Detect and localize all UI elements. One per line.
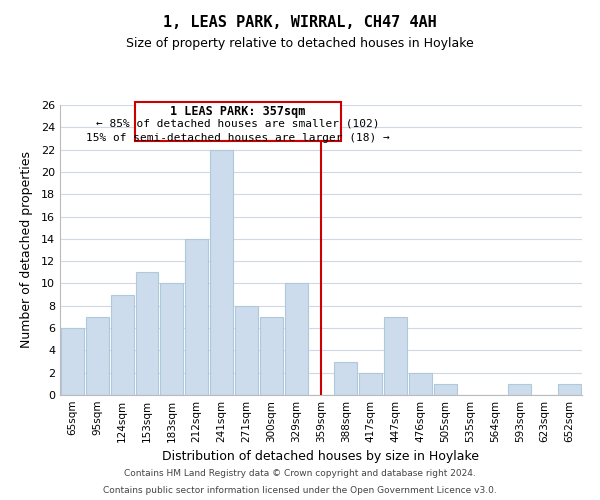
Text: 15% of semi-detached houses are larger (18) →: 15% of semi-detached houses are larger (… <box>86 133 389 143</box>
Text: Size of property relative to detached houses in Hoylake: Size of property relative to detached ho… <box>126 38 474 51</box>
Text: 1, LEAS PARK, WIRRAL, CH47 4AH: 1, LEAS PARK, WIRRAL, CH47 4AH <box>163 15 437 30</box>
Bar <box>136 272 158 395</box>
Bar <box>508 384 531 395</box>
X-axis label: Distribution of detached houses by size in Hoylake: Distribution of detached houses by size … <box>163 450 479 464</box>
Text: ← 85% of detached houses are smaller (102): ← 85% of detached houses are smaller (10… <box>96 118 379 128</box>
Bar <box>185 239 208 395</box>
Text: 1 LEAS PARK: 357sqm: 1 LEAS PARK: 357sqm <box>170 105 305 118</box>
Bar <box>359 372 382 395</box>
Bar <box>558 384 581 395</box>
Bar <box>384 317 407 395</box>
Y-axis label: Number of detached properties: Number of detached properties <box>20 152 32 348</box>
Bar <box>160 284 183 395</box>
Bar <box>111 294 134 395</box>
Bar <box>285 284 308 395</box>
Bar <box>260 317 283 395</box>
FancyBboxPatch shape <box>134 102 341 140</box>
Bar <box>210 150 233 395</box>
Text: Contains public sector information licensed under the Open Government Licence v3: Contains public sector information licen… <box>103 486 497 495</box>
Bar <box>434 384 457 395</box>
Bar <box>409 372 432 395</box>
Bar <box>86 317 109 395</box>
Bar <box>334 362 357 395</box>
Bar <box>61 328 84 395</box>
Text: Contains HM Land Registry data © Crown copyright and database right 2024.: Contains HM Land Registry data © Crown c… <box>124 468 476 477</box>
Bar <box>235 306 258 395</box>
